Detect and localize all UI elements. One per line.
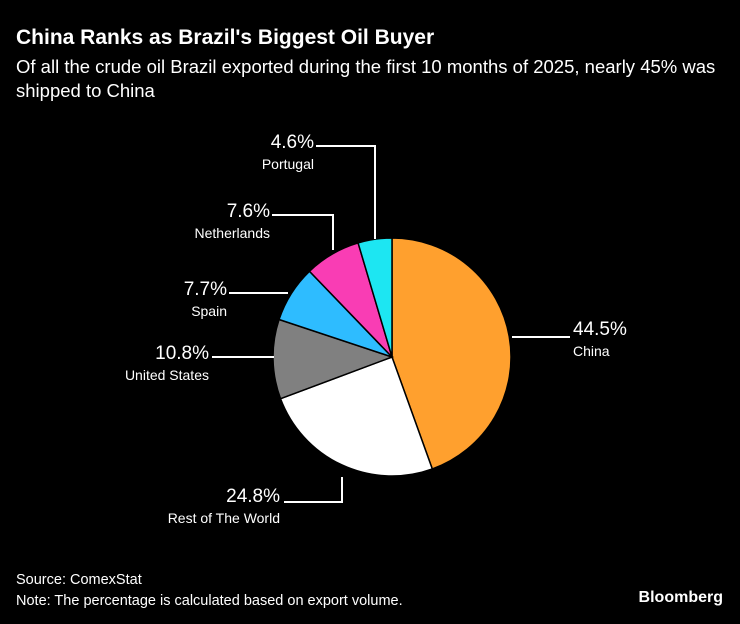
- data-label-value: 10.8%: [155, 343, 209, 364]
- bloomberg-logo: Bloomberg: [638, 589, 723, 606]
- data-label-value: 7.6%: [227, 201, 270, 222]
- leader-line-5: [316, 145, 376, 239]
- data-label-value: 4.6%: [271, 132, 314, 153]
- pie-slice-united-states: [272, 318, 395, 400]
- footnote: Note: The percentage is calculated based…: [16, 593, 403, 609]
- chart-title: China Ranks as Brazil's Biggest Oil Buye…: [16, 26, 435, 49]
- data-label-category: United States: [125, 367, 209, 383]
- leader-line-4: [272, 214, 334, 250]
- leader-line-1: [284, 477, 343, 503]
- data-label-category: Portugal: [262, 156, 314, 172]
- data-label-value: 7.7%: [184, 279, 227, 300]
- chart-subtitle: Of all the crude oil Brazil exported dur…: [16, 56, 716, 101]
- pie-slice-portugal: [357, 237, 393, 358]
- pie-slice-rest-of-the-world: [279, 356, 434, 477]
- source-note: Source: ComexStat: [16, 572, 142, 588]
- data-label-category: Netherlands: [195, 225, 271, 241]
- data-label-value: 24.8%: [226, 486, 280, 507]
- data-label-category: China: [573, 343, 610, 359]
- data-label-value: 44.5%: [573, 319, 627, 340]
- data-label-category: Rest of The World: [168, 510, 280, 526]
- data-label-category: Spain: [191, 303, 227, 319]
- pie-slice-china: [391, 237, 512, 470]
